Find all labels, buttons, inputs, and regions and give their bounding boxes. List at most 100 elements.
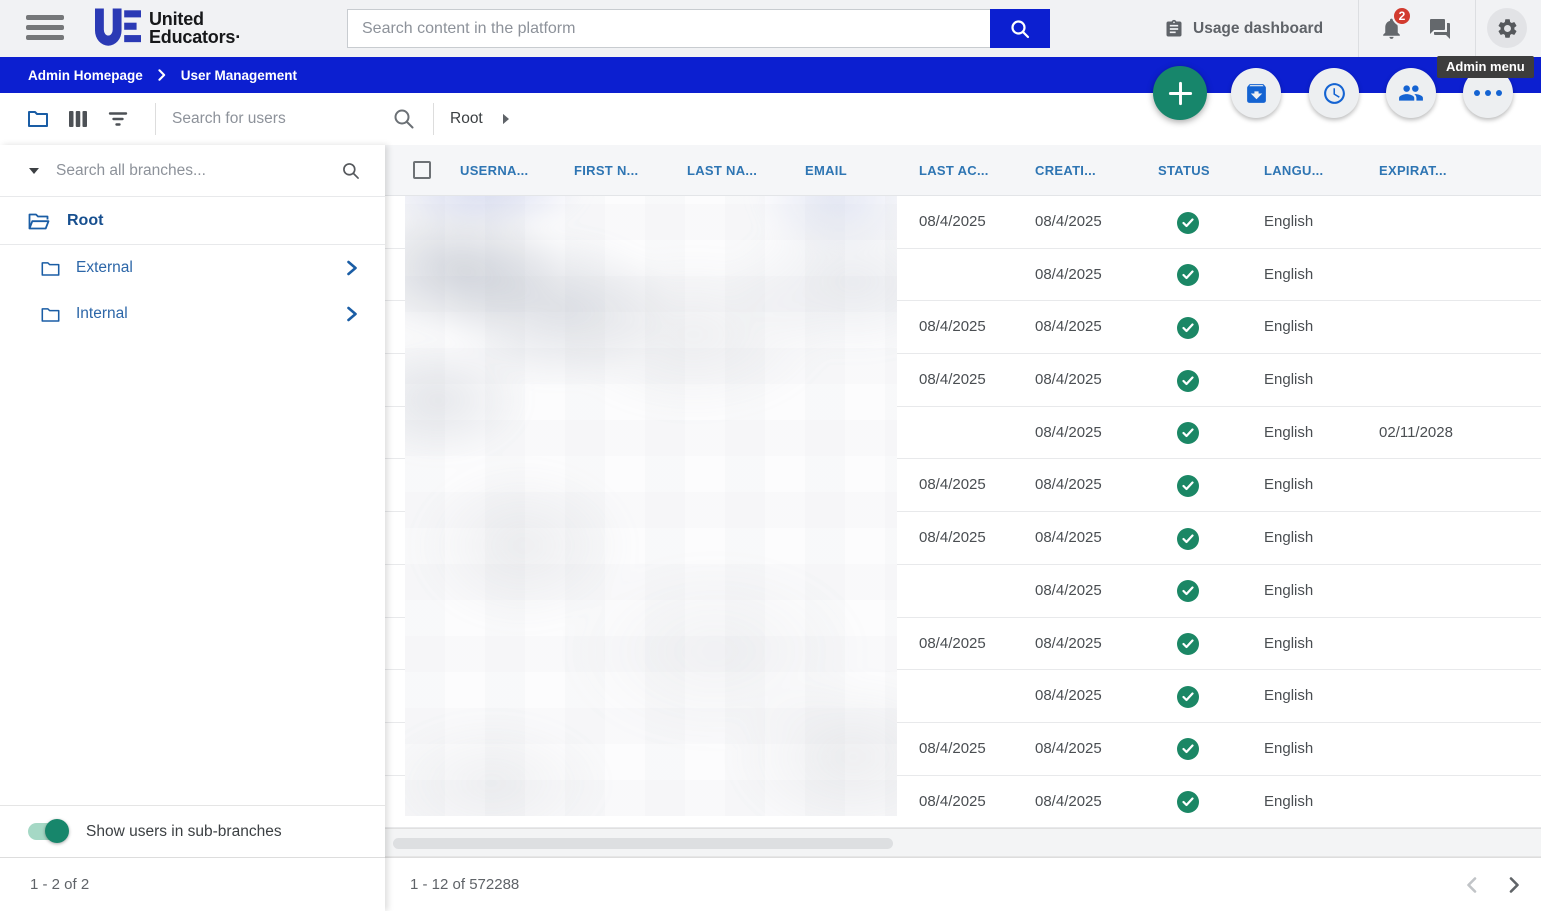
ellipsis-icon [1474,90,1502,96]
branch-breadcrumb-label: Root [450,110,483,127]
people-icon [1399,85,1423,101]
col-email[interactable]: EMAIL [805,163,847,178]
messages-button[interactable] [1428,17,1452,41]
caret-down-icon[interactable] [28,167,40,175]
cell-last-access: 08/4/2025 [919,792,986,810]
cell-creation-date: 08/4/2025 [1035,739,1102,757]
toolbar-divider [433,103,434,135]
global-search-button[interactable] [990,9,1050,48]
col-expiration[interactable]: EXPIRAT... [1379,163,1447,178]
breadcrumb-admin-homepage[interactable]: Admin Homepage [28,67,143,83]
next-page-button[interactable] [1505,876,1523,894]
status-active-icon [1177,474,1199,497]
branch-search-input[interactable] [56,161,325,180]
show-subbranches-toggle[interactable] [28,819,69,843]
hamburger-menu-icon[interactable] [26,15,64,41]
filter-icon[interactable] [106,107,130,131]
cell-language: English [1264,529,1314,547]
toggle-label: Show users in sub-branches [86,822,282,840]
header-divider [1475,0,1476,57]
col-username[interactable]: USERNA... [460,163,529,178]
branch-range-label: 1 - 2 of 2 [30,876,90,893]
sidebar-item-label: External [76,259,133,276]
cell-creation-date: 08/4/2025 [1035,792,1102,810]
cell-expiration: 02/11/2028 [1379,423,1453,441]
chevron-right-icon[interactable] [345,306,359,322]
toggle-knob [45,819,69,843]
previous-page-button[interactable] [1463,876,1481,894]
cell-creation-date: 08/4/2025 [1035,581,1102,599]
manage-groups-button[interactable] [1386,68,1436,118]
cell-language: English [1264,739,1314,757]
cell-creation-date: 08/4/2025 [1035,634,1102,652]
table-pagination: 1 - 12 of 572288 [385,857,1541,911]
cell-language: English [1264,318,1314,336]
folder-icon [41,261,60,276]
cell-language: English [1264,371,1314,389]
cell-last-access: 08/4/2025 [919,371,986,389]
select-all-checkbox[interactable] [413,161,431,179]
cell-language: English [1264,634,1314,652]
col-status[interactable]: STATUS [1158,163,1210,178]
users-table: USERNA... FIRST N... LAST NA... EMAIL LA… [385,145,1541,857]
column-view-icon[interactable] [66,107,90,131]
branch-view-icon[interactable] [26,107,50,131]
cell-creation-date: 08/4/2025 [1035,423,1102,441]
add-user-button[interactable] [1153,66,1207,120]
cell-creation-date: 08/4/2025 [1035,213,1102,230]
status-active-icon [1177,738,1199,761]
pending-users-button[interactable] [1309,68,1359,118]
cell-creation-date: 08/4/2025 [1035,371,1102,389]
folder-open-icon [28,213,50,229]
sidebar-item-external[interactable]: External [0,245,385,291]
chevron-right-icon[interactable] [345,260,359,276]
plus-icon [1168,81,1192,105]
global-search-input[interactable] [347,9,990,48]
list-toolbar: Root [0,93,1541,145]
united-educators-logo[interactable]: United Educators· [95,8,241,48]
notification-badge: 2 [1392,6,1412,26]
usage-dashboard-button[interactable]: Usage dashboard [1164,0,1323,57]
global-search [347,9,1050,48]
cell-last-access: 08/4/2025 [919,213,986,230]
archive-button[interactable] [1231,68,1281,118]
col-first-name[interactable]: FIRST N... [574,163,639,178]
chat-icon [1430,19,1450,39]
cell-language: English [1264,476,1314,494]
sidebar-item-internal[interactable]: Internal [0,291,385,337]
toggle-row: Show users in sub-branches [0,805,385,857]
branch-search-row [0,145,385,197]
branch-search-icon[interactable] [341,161,361,181]
horizontal-scrollbar[interactable] [385,828,1541,857]
status-active-icon [1177,685,1199,708]
cell-language: English [1264,423,1314,441]
status-active-icon [1177,264,1199,287]
notifications-button[interactable]: 2 [1379,6,1412,42]
col-creation[interactable]: CREATI... [1035,163,1096,178]
sidebar-item-root[interactable]: Root [0,197,385,245]
status-active-icon [1177,369,1199,392]
cell-last-access: 08/4/2025 [919,476,986,494]
sidebar-item-label: Internal [76,305,128,322]
pager [1463,876,1523,894]
clock-icon [1323,82,1345,104]
status-active-icon [1177,422,1199,445]
breadcrumb-current: User Management [180,67,298,83]
col-last-access[interactable]: LAST AC... [919,163,989,178]
folder-icon [41,307,60,322]
cell-creation-date: 08/4/2025 [1035,529,1102,547]
breadcrumb: Admin Homepage User Management [0,57,1541,93]
search-icon [1011,19,1030,38]
cell-last-access: 08/4/2025 [919,529,986,547]
admin-menu-button[interactable] [1487,8,1527,48]
branch-breadcrumb[interactable]: Root [450,93,511,145]
user-search-input[interactable] [172,103,387,135]
status-active-icon [1177,527,1199,550]
col-language[interactable]: LANGU... [1264,163,1324,178]
col-last-name[interactable]: LAST NA... [687,163,758,178]
table-header: USERNA... FIRST N... LAST NA... EMAIL LA… [385,145,1541,196]
scrollbar-thumb[interactable] [393,838,893,849]
cell-last-access: 08/4/2025 [919,739,986,757]
user-search-icon[interactable] [392,107,416,131]
